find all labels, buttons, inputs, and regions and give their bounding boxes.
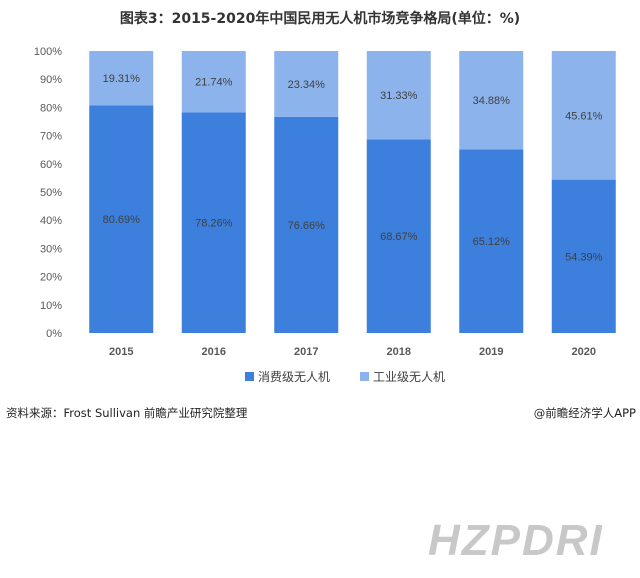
- x-tick-label: 2018: [387, 346, 411, 358]
- y-tick-label: 100%: [34, 46, 62, 58]
- data-label: 76.66%: [288, 220, 326, 232]
- bar-segment: [366, 51, 431, 140]
- x-tick-label: 2015: [109, 346, 133, 358]
- y-tick-label: 0%: [46, 328, 62, 340]
- y-tick-label: 50%: [40, 187, 62, 199]
- legend-label: 消费级无人机: [258, 370, 330, 384]
- bar-segment: [181, 112, 246, 334]
- y-tick-label: 60%: [40, 159, 62, 171]
- legend-swatch: [360, 372, 369, 381]
- x-tick-label: 2017: [294, 346, 318, 358]
- data-label: 54.39%: [565, 251, 603, 263]
- y-tick-label: 90%: [40, 74, 62, 86]
- data-label: 31.33%: [380, 90, 418, 102]
- x-tick-label: 2020: [572, 346, 596, 358]
- y-tick-label: 70%: [40, 131, 62, 143]
- bar-segment: [89, 105, 154, 334]
- data-label: 45.61%: [565, 110, 603, 122]
- bar-segment: [459, 149, 524, 333]
- data-label: 68.67%: [380, 231, 418, 243]
- hzpdri-logo: HZPDRI: [428, 516, 604, 563]
- data-label: 19.31%: [103, 73, 141, 85]
- bar-segment: [274, 51, 339, 117]
- source-note: 资料来源：Frost Sullivan 前瞻产业研究院整理: [6, 406, 248, 420]
- bar-segment: [551, 51, 616, 180]
- data-label: 21.74%: [195, 77, 233, 89]
- data-label: 23.34%: [288, 79, 326, 91]
- bar-segment: [181, 51, 246, 113]
- y-tick-label: 20%: [40, 272, 62, 284]
- data-label: 80.69%: [103, 214, 141, 226]
- stacked-bar-chart: 0% 10% 20% 30% 40% 50% 60% 70% 80% 90% 100% 80.69% 1…: [34, 46, 616, 384]
- bar-segment: [459, 51, 524, 150]
- bar-segment: [274, 116, 339, 333]
- bar-segment: [366, 139, 431, 333]
- y-tick-label: 40%: [40, 215, 62, 227]
- y-tick-label: 30%: [40, 243, 62, 255]
- x-tick-label: 2016: [202, 346, 226, 358]
- y-tick-label: 10%: [40, 300, 62, 312]
- x-tick-label: 2019: [479, 346, 503, 358]
- data-label: 78.26%: [195, 218, 233, 230]
- bar-segment: [551, 179, 616, 333]
- data-label: 34.88%: [473, 95, 511, 107]
- bar-segment: [89, 51, 154, 106]
- legend-label: 工业级无人机: [373, 370, 445, 384]
- logo-text: HZPDRI: [428, 516, 604, 563]
- data-label: 65.12%: [473, 236, 511, 248]
- chart-title: 图表3：2015-2020年中国民用无人机市场竞争格局(单位：%): [119, 11, 521, 27]
- credit-note: @前瞻经济学人APP: [533, 406, 636, 420]
- legend-swatch: [245, 372, 254, 381]
- y-tick-label: 80%: [40, 102, 62, 114]
